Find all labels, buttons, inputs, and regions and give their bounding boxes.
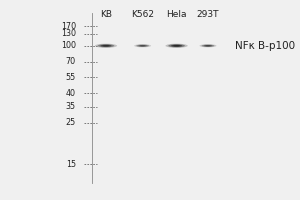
Ellipse shape <box>173 45 180 46</box>
Text: 70: 70 <box>66 57 76 66</box>
Ellipse shape <box>136 45 149 47</box>
Text: 293T: 293T <box>197 10 219 19</box>
Text: NFκ B-p100: NFκ B-p100 <box>236 41 296 51</box>
Text: 130: 130 <box>61 29 76 38</box>
Text: 100: 100 <box>61 41 76 50</box>
Ellipse shape <box>166 44 188 48</box>
Ellipse shape <box>98 44 114 47</box>
Text: 40: 40 <box>66 89 76 98</box>
Ellipse shape <box>134 44 151 47</box>
Ellipse shape <box>138 45 147 47</box>
Ellipse shape <box>95 44 117 48</box>
Ellipse shape <box>100 45 112 47</box>
Ellipse shape <box>168 44 185 47</box>
Ellipse shape <box>202 45 214 47</box>
Text: KB: KB <box>100 10 112 19</box>
Ellipse shape <box>103 45 109 46</box>
Text: 170: 170 <box>61 22 76 31</box>
Text: K562: K562 <box>131 10 154 19</box>
Text: 25: 25 <box>66 118 76 127</box>
Text: 15: 15 <box>66 160 76 169</box>
Text: 35: 35 <box>66 102 76 111</box>
Ellipse shape <box>200 44 217 47</box>
Ellipse shape <box>206 45 211 46</box>
Text: Hela: Hela <box>167 10 187 19</box>
Ellipse shape <box>171 45 182 47</box>
Ellipse shape <box>140 45 145 46</box>
Ellipse shape <box>204 45 212 47</box>
Text: 55: 55 <box>66 73 76 82</box>
